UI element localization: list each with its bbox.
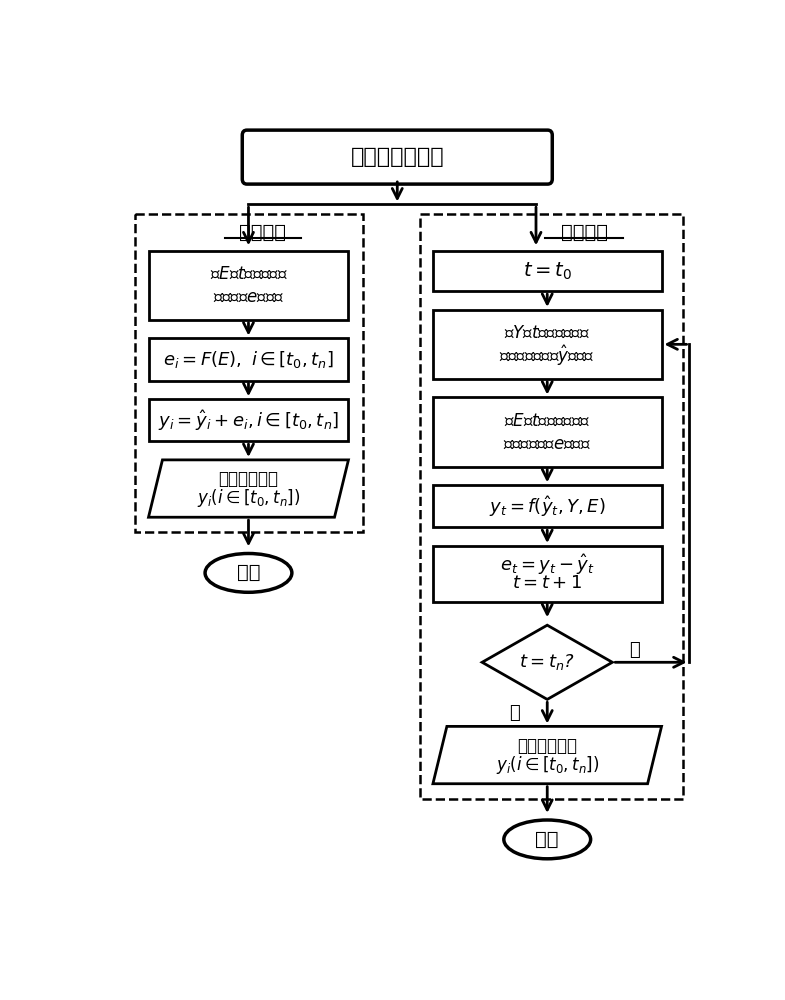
Text: 输出预测结果: 输出预测结果 [517, 737, 577, 755]
Text: 结束: 结束 [237, 563, 260, 582]
FancyBboxPatch shape [433, 546, 662, 602]
Text: $t = t_n$?: $t = t_n$? [520, 652, 575, 672]
Text: $e_i = F(E),\ i\in[t_0, t_n]$: $e_i = F(E),\ i\in[t_0, t_n]$ [163, 349, 334, 370]
Polygon shape [482, 625, 612, 699]
Ellipse shape [205, 553, 292, 592]
Text: 预测误差$e$的集合: 预测误差$e$的集合 [213, 288, 284, 306]
Text: $t = t + 1$: $t = t + 1$ [512, 574, 582, 592]
FancyBboxPatch shape [433, 485, 662, 527]
FancyBboxPatch shape [433, 310, 662, 379]
Text: 输出预测结果: 输出预测结果 [218, 470, 279, 488]
FancyBboxPatch shape [243, 130, 553, 184]
Text: 段内预测误差$e$的集合: 段内预测误差$e$的集合 [503, 435, 591, 453]
Ellipse shape [504, 820, 590, 859]
FancyBboxPatch shape [148, 338, 349, 381]
Text: 误差推移: 误差推移 [239, 223, 286, 242]
Text: $y_i(i\in[t_0, t_n])$: $y_i(i\in[t_0, t_n])$ [495, 754, 599, 776]
Text: 逐点校正: 逐点校正 [560, 223, 608, 242]
Text: $e_t = y_t - \hat{y}_t$: $e_t = y_t - \hat{y}_t$ [500, 552, 595, 577]
Text: 否: 否 [629, 641, 640, 659]
FancyBboxPatch shape [433, 397, 662, 467]
Text: $t = t_0$: $t = t_0$ [523, 260, 571, 282]
Text: 基准层信息输出: 基准层信息输出 [350, 147, 444, 167]
Polygon shape [433, 726, 662, 784]
Text: 令$Y$为$t$时刻前某时间: 令$Y$为$t$时刻前某时间 [504, 324, 590, 342]
Text: $y_t = f(\hat{y}_t, Y, E)$: $y_t = f(\hat{y}_t, Y, E)$ [489, 494, 605, 519]
FancyBboxPatch shape [148, 399, 349, 441]
Polygon shape [148, 460, 349, 517]
Text: 是: 是 [509, 704, 520, 722]
Text: $y_i(i\in[t_0, t_n])$: $y_i(i\in[t_0, t_n])$ [197, 487, 300, 509]
Text: 结束: 结束 [535, 830, 559, 849]
Text: 令$E$为$t$时刻前所有: 令$E$为$t$时刻前所有 [210, 265, 287, 283]
Text: $y_i = \hat{y}_i + e_i, i\in[t_0, t_n]$: $y_i = \hat{y}_i + e_i, i\in[t_0, t_n]$ [158, 408, 339, 433]
FancyBboxPatch shape [433, 251, 662, 291]
FancyBboxPatch shape [148, 251, 349, 320]
Text: 令$E$为$t$时刻前某时间: 令$E$为$t$时刻前某时间 [504, 412, 590, 430]
Text: 段内基准预测值$\hat{y}$的集合: 段内基准预测值$\hat{y}$的集合 [499, 344, 595, 368]
